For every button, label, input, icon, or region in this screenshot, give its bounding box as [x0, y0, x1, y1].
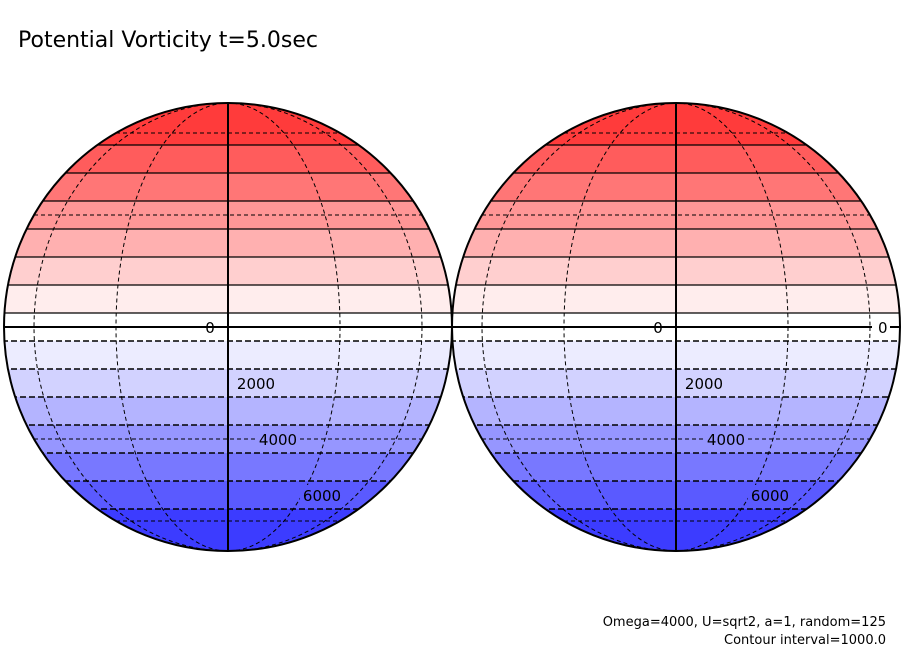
contour-label: 4000	[707, 431, 745, 449]
contour-label: 4000	[259, 431, 297, 449]
contour-label-bg	[748, 485, 792, 505]
contour-label-edge-0: 0	[878, 319, 888, 337]
globe-right-outline	[451, 102, 901, 552]
contour-label-bg	[682, 373, 726, 393]
contour-label-bg	[234, 373, 278, 393]
contour-label: 2000	[685, 375, 723, 393]
edge-label-bg	[872, 317, 890, 337]
contour-interval-note: Contour interval=1000.0	[724, 633, 886, 648]
globe-right: 0 2000 4000 6000	[451, 102, 901, 552]
contour-label: 6000	[751, 487, 789, 505]
contour-label: 6000	[303, 487, 341, 505]
chart-title: Potential Vorticity t=5.0sec	[18, 28, 318, 53]
parameters-note: Omega=4000, U=sqrt2, a=1, random=125	[603, 615, 886, 630]
contour-label-bg	[300, 485, 344, 505]
contour-label-bg	[256, 429, 300, 449]
contour-label: 2000	[237, 375, 275, 393]
contour-label-bg	[704, 429, 748, 449]
